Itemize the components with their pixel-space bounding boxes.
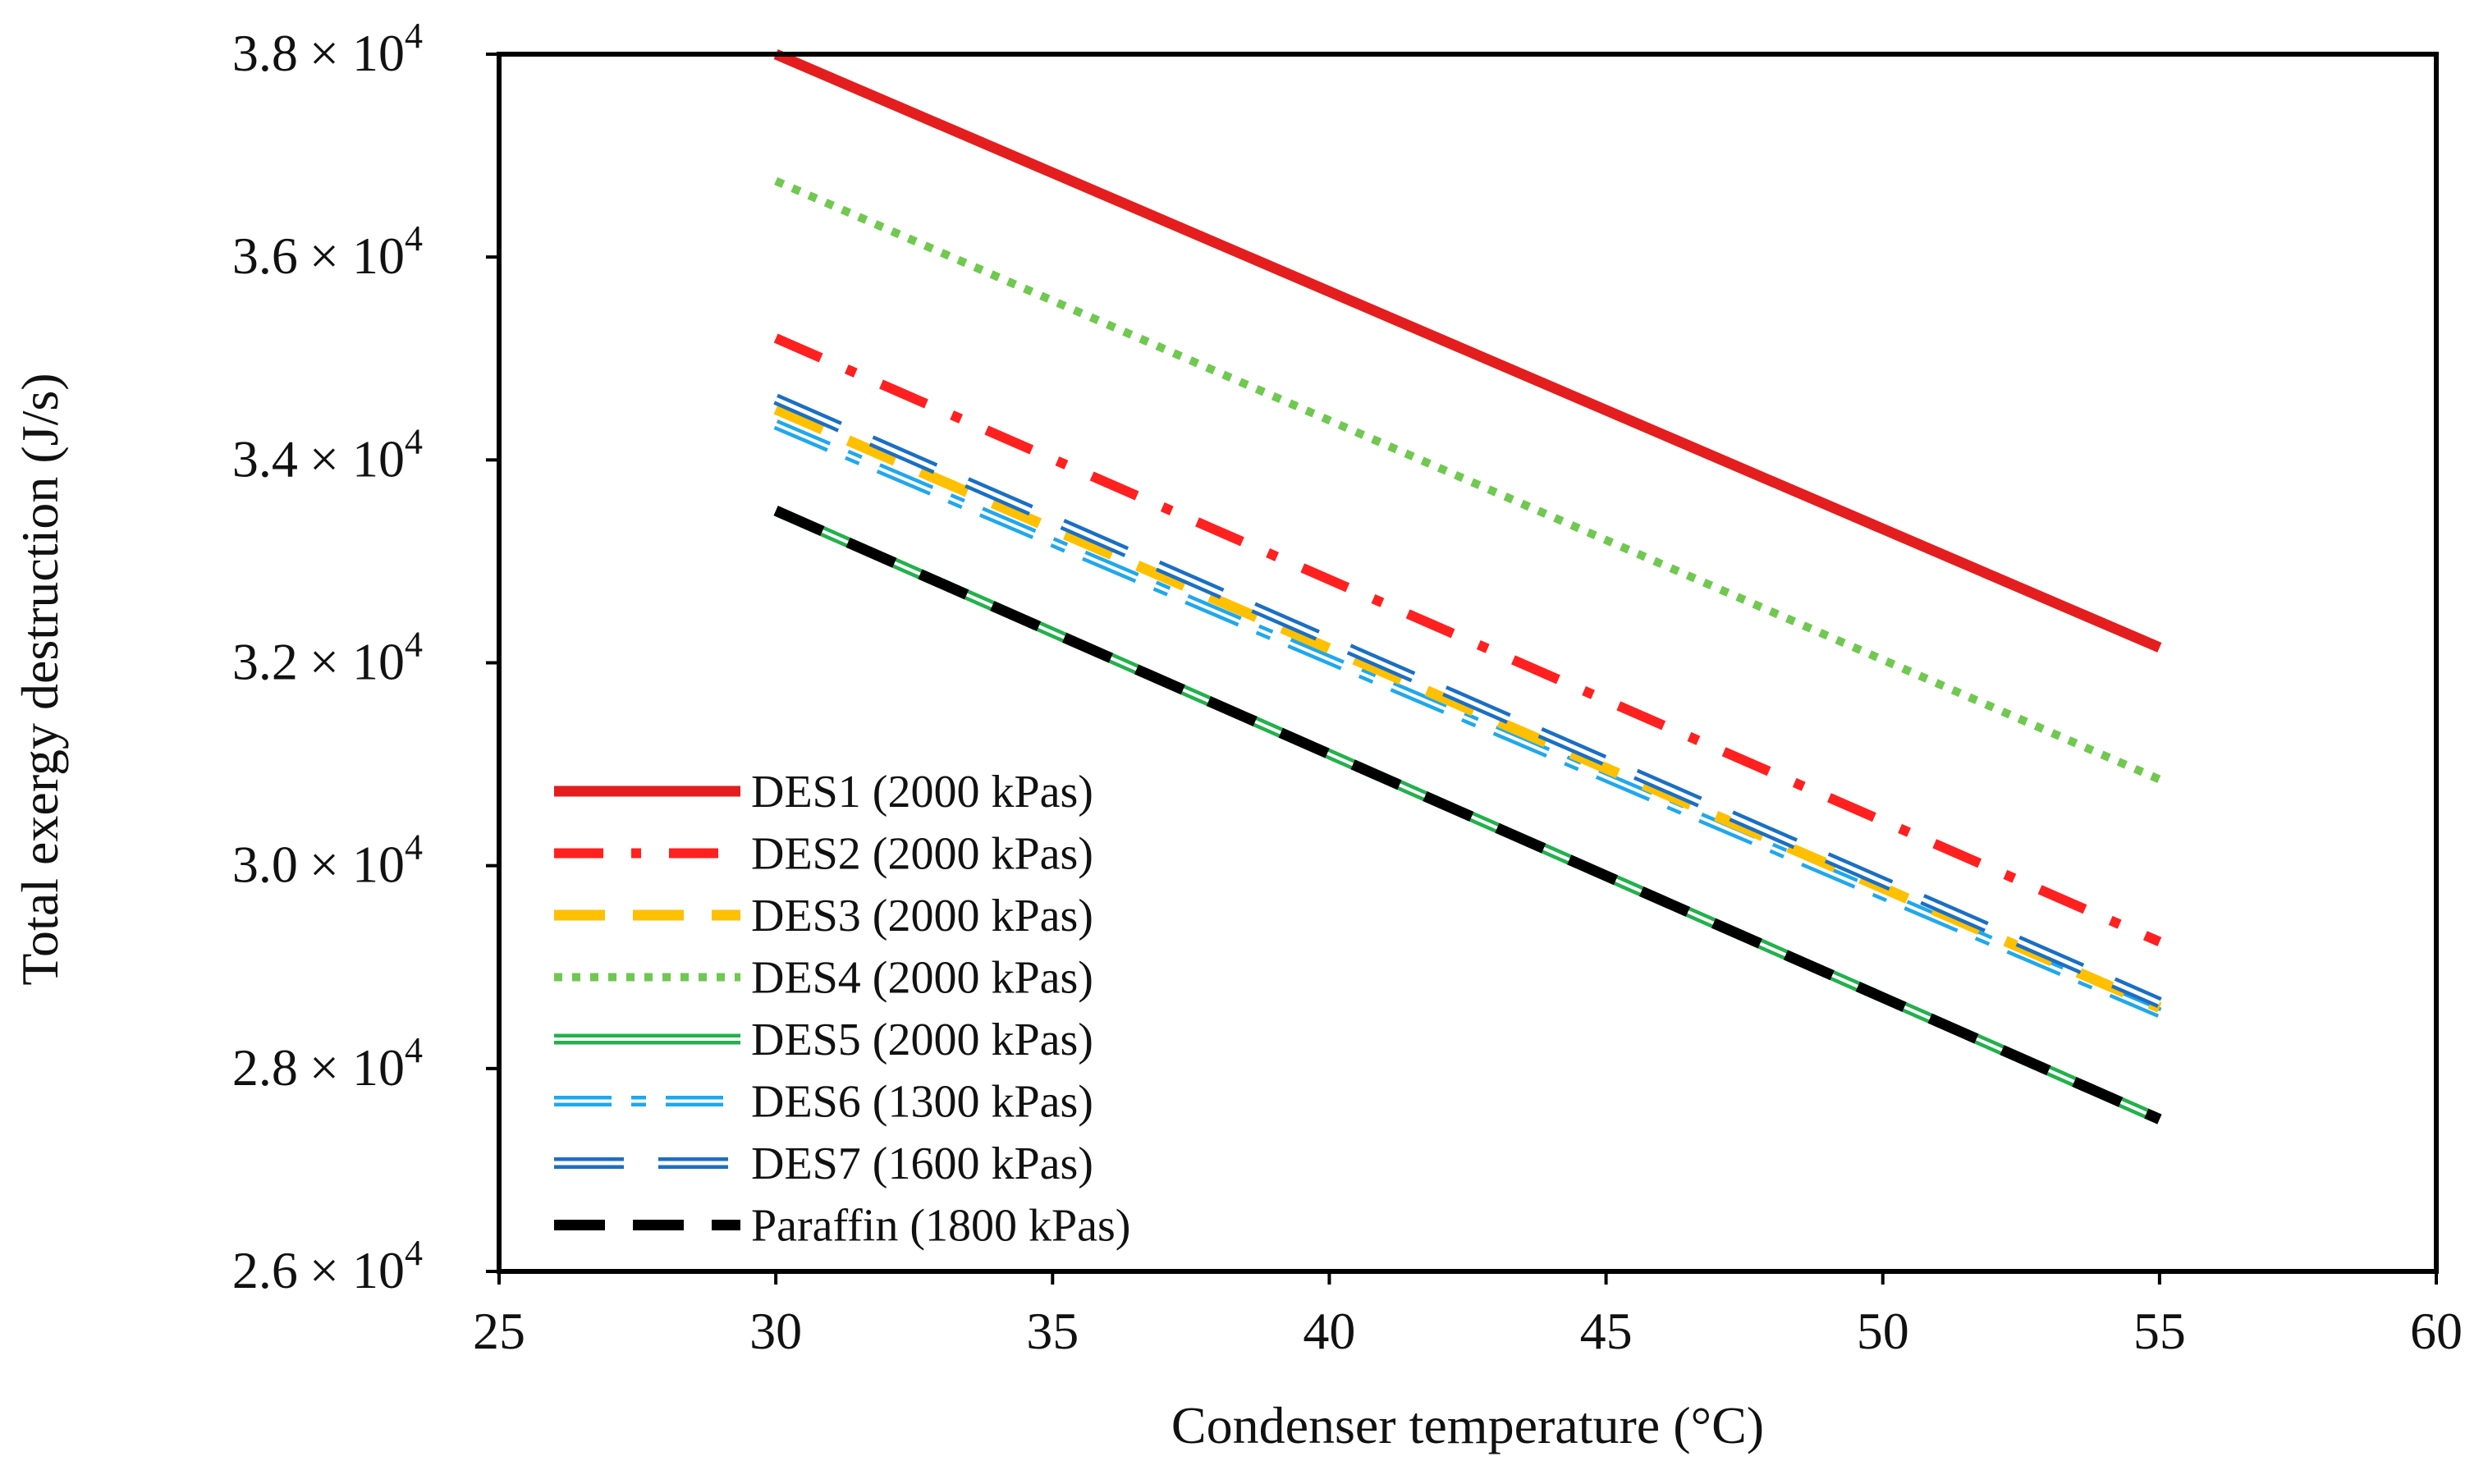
y-tick-mantissa: 3.4 bbox=[232, 429, 298, 488]
y-tick-multiplier: × 10 bbox=[309, 836, 405, 894]
series-8 bbox=[773, 506, 2162, 1124]
y-tick-label-34000: 3.4 × 104 bbox=[232, 421, 423, 488]
series-1-line bbox=[773, 49, 2162, 653]
legend-label-2: DES2 (2000 kPas) bbox=[751, 829, 1093, 880]
x-tick-label-55: 55 bbox=[2133, 1302, 2186, 1360]
y-tick-mantissa: 3.6 bbox=[232, 227, 298, 285]
x-tick-label-60: 60 bbox=[2410, 1302, 2463, 1360]
y-tick-multiplier: × 10 bbox=[309, 429, 405, 488]
y-tick-label-26000: 2.6 × 104 bbox=[232, 1233, 423, 1299]
legend-item-5: DES5 (2000 kPas) bbox=[554, 1015, 1093, 1065]
series-6-line-inner bbox=[775, 423, 2160, 1015]
y-tick-label-30000: 3.0 × 104 bbox=[232, 827, 423, 894]
y-tick-mantissa: 2.6 bbox=[232, 1241, 298, 1299]
y-tick-exponent: 4 bbox=[405, 1030, 423, 1070]
legend-item-1: DES1 (2000 kPas) bbox=[554, 767, 1093, 818]
legend-label-1: DES1 (2000 kPas) bbox=[751, 767, 1093, 818]
legend-label-6: DES6 (1300 kPas) bbox=[751, 1077, 1093, 1128]
x-tick-label-50: 50 bbox=[1857, 1302, 1909, 1360]
y-tick-mantissa: 2.8 bbox=[232, 1038, 298, 1097]
x-tick-label-45: 45 bbox=[1580, 1302, 1633, 1360]
y-tick-mantissa: 3.0 bbox=[232, 836, 298, 894]
legend-label-3: DES3 (2000 kPas) bbox=[751, 891, 1093, 941]
legend-label-8: Paraffin (1800 kPas) bbox=[751, 1201, 1130, 1252]
series-2-line bbox=[773, 333, 2162, 946]
x-tick-label-30: 30 bbox=[749, 1302, 802, 1360]
y-tick-multiplier: × 10 bbox=[309, 1241, 405, 1299]
y-axis-title: Total exergy destruction (J/s) bbox=[11, 373, 69, 985]
series-6 bbox=[773, 419, 2162, 1018]
series-2 bbox=[773, 333, 2162, 946]
legend: DES1 (2000 kPas) DES2 (2000 kPas) DES3 (20… bbox=[554, 767, 1130, 1252]
x-tick-label-35: 35 bbox=[1026, 1302, 1079, 1360]
y-tick-multiplier: × 10 bbox=[309, 1038, 405, 1097]
y-tick-exponent: 4 bbox=[405, 218, 423, 259]
y-tick-exponent: 4 bbox=[405, 16, 423, 56]
y-tick-mantissa: 3.2 bbox=[232, 633, 298, 691]
x-axis: 25 30 35 40 45 50 55 60 bbox=[473, 1271, 2463, 1360]
series-4-line bbox=[774, 176, 2161, 784]
x-tick-label-25: 25 bbox=[473, 1302, 525, 1360]
series-4 bbox=[774, 176, 2161, 784]
series-layer bbox=[773, 49, 2162, 1124]
y-tick-exponent: 4 bbox=[405, 827, 423, 868]
series-3-line bbox=[773, 404, 2162, 1013]
y-tick-label-32000: 3.2 × 104 bbox=[232, 625, 423, 691]
y-tick-label-38000: 3.8 × 104 bbox=[232, 16, 423, 82]
y-tick-multiplier: × 10 bbox=[309, 227, 405, 285]
y-tick-multiplier: × 10 bbox=[309, 24, 405, 82]
y-tick-label-28000: 2.8 × 104 bbox=[232, 1030, 423, 1097]
legend-item-2: DES2 (2000 kPas) bbox=[554, 829, 1093, 880]
legend-item-3: DES3 (2000 kPas) bbox=[554, 891, 1093, 941]
legend-item-6: DES6 (1300 kPas) bbox=[554, 1077, 1093, 1128]
y-tick-exponent: 4 bbox=[405, 625, 423, 665]
series-1 bbox=[773, 49, 2162, 653]
x-axis-title: Condenser temperature (°C) bbox=[1171, 1396, 1764, 1454]
y-tick-exponent: 4 bbox=[405, 421, 423, 461]
series-7 bbox=[773, 393, 2162, 1008]
series-3 bbox=[773, 404, 2162, 1013]
legend-label-4: DES4 (2000 kPas) bbox=[751, 953, 1093, 1004]
legend-item-4: DES4 (2000 kPas) bbox=[554, 953, 1093, 1004]
y-tick-exponent: 4 bbox=[405, 1233, 423, 1273]
x-tick-label-40: 40 bbox=[1303, 1302, 1355, 1360]
y-tick-multiplier: × 10 bbox=[309, 633, 405, 691]
y-tick-mantissa: 3.8 bbox=[232, 24, 298, 82]
legend-label-5: DES5 (2000 kPas) bbox=[751, 1015, 1093, 1065]
series-7-line-inner bbox=[775, 396, 2160, 1005]
y-tick-label-36000: 3.6 × 104 bbox=[232, 218, 423, 285]
legend-item-8: Paraffin (1800 kPas) bbox=[554, 1201, 1130, 1252]
legend-item-7: DES7 (1600 kPas) bbox=[554, 1138, 1093, 1189]
series-8-line bbox=[773, 506, 2162, 1124]
legend-label-7: DES7 (1600 kPas) bbox=[751, 1138, 1093, 1189]
